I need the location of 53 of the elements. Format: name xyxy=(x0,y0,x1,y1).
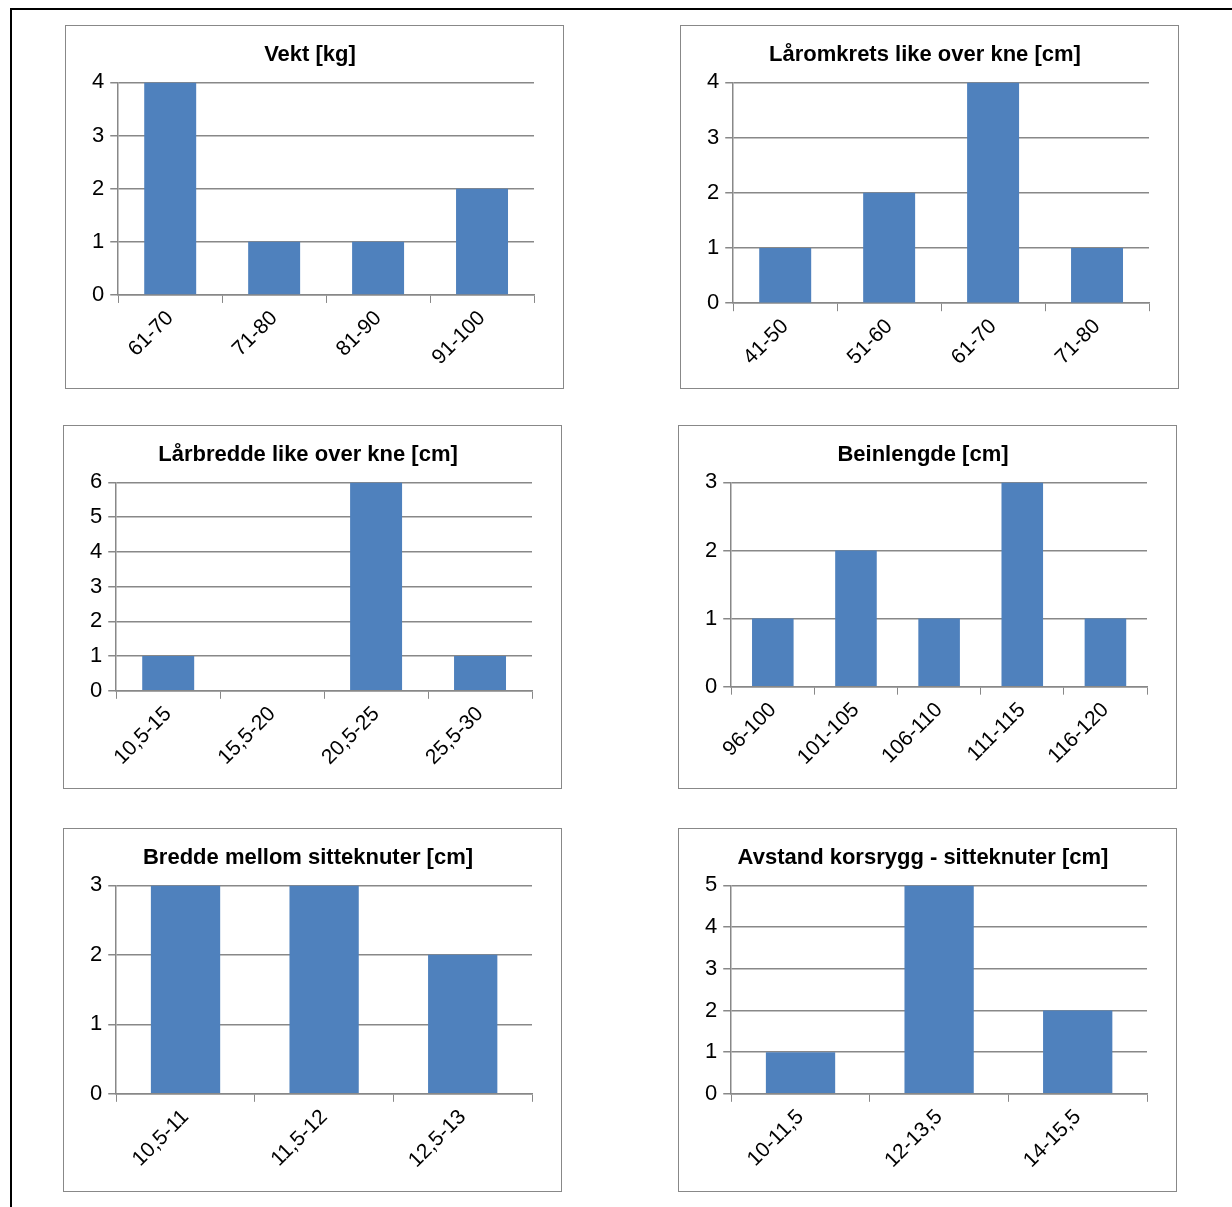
y-tick-label: 6 xyxy=(89,468,103,494)
y-tick-label: 1 xyxy=(89,1010,103,1036)
y-tick-label: 3 xyxy=(91,121,105,147)
y-tick-label: 3 xyxy=(704,468,718,494)
bar xyxy=(1084,618,1127,686)
chart-title: Låromkrets like over kne [cm] xyxy=(769,41,1081,67)
y-tick-label: 0 xyxy=(704,1079,718,1105)
bar xyxy=(248,241,301,295)
y-tick-label: 0 xyxy=(706,289,720,315)
y-tick-label: 4 xyxy=(706,68,720,94)
bar xyxy=(1043,1010,1113,1094)
bar xyxy=(967,82,1020,303)
chart-title: Lårbredde like over kne [cm] xyxy=(158,441,458,467)
y-tick-label: 3 xyxy=(89,871,103,897)
y-tick-label: 2 xyxy=(89,940,103,966)
y-tick-label: 2 xyxy=(89,607,103,633)
y-tick-label: 2 xyxy=(704,536,718,562)
bar xyxy=(904,885,974,1094)
bar xyxy=(863,192,916,303)
y-tick-label: 4 xyxy=(89,537,103,563)
y-tick-label: 3 xyxy=(89,572,103,598)
chart-title: Avstand korsrygg - sitteknuter [cm] xyxy=(737,844,1109,870)
y-tick-label: 0 xyxy=(89,1079,103,1105)
y-tick-label: 3 xyxy=(704,954,718,980)
bar xyxy=(456,188,509,295)
bar xyxy=(144,82,197,295)
bar xyxy=(759,248,812,303)
y-tick-label: 0 xyxy=(89,676,103,702)
y-tick-label: 1 xyxy=(91,227,105,253)
y-tick-label: 2 xyxy=(706,178,720,204)
chart-title: Vekt [kg] xyxy=(264,41,356,67)
y-tick-label: 5 xyxy=(89,503,103,529)
bar xyxy=(835,550,877,686)
bar xyxy=(1001,482,1044,686)
y-tick-label: 5 xyxy=(704,871,718,897)
y-tick-label: 1 xyxy=(706,234,720,260)
bar xyxy=(352,241,405,295)
y-tick-label: 2 xyxy=(704,996,718,1022)
y-tick-label: 1 xyxy=(89,642,103,668)
chart-title: Beinlengde [cm] xyxy=(837,441,1009,467)
y-tick-label: 4 xyxy=(91,68,105,94)
y-tick-label: 0 xyxy=(704,672,718,698)
bar xyxy=(1071,248,1124,303)
y-tick-label: 3 xyxy=(706,123,720,149)
y-tick-label: 2 xyxy=(91,174,105,200)
chart-title: Bredde mellom sitteknuter [cm] xyxy=(142,844,474,870)
bar xyxy=(918,618,960,686)
bar xyxy=(765,1052,836,1094)
y-tick-label: 4 xyxy=(704,913,718,939)
y-tick-label: 1 xyxy=(704,604,718,630)
bar xyxy=(752,618,794,686)
y-tick-label: 0 xyxy=(91,281,105,307)
y-tick-label: 1 xyxy=(704,1038,718,1064)
